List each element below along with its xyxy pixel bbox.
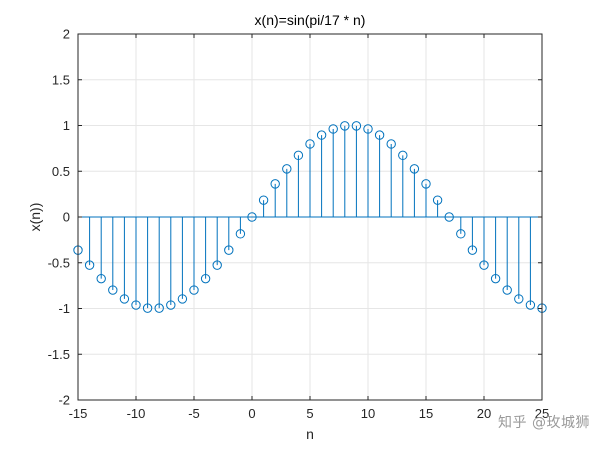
stem-marker bbox=[514, 294, 524, 304]
stem-marker bbox=[282, 164, 292, 174]
stem-marker bbox=[432, 195, 443, 205]
y-tick-label: -1 bbox=[58, 301, 70, 316]
stem-marker bbox=[258, 195, 269, 205]
stem-marker bbox=[154, 303, 164, 313]
stem-marker bbox=[131, 300, 141, 310]
stem-marker bbox=[374, 130, 385, 140]
stem-marker bbox=[456, 229, 466, 239]
stem-marker bbox=[270, 179, 280, 189]
y-tick-label: 0.5 bbox=[52, 164, 70, 179]
stem-marker bbox=[502, 285, 512, 295]
x-axis-ticks: -15 -10 -5 0 5 10 15 20 25 bbox=[69, 34, 549, 421]
stem-marker bbox=[189, 285, 199, 295]
stem-marker bbox=[351, 121, 362, 131]
stem-marker bbox=[340, 121, 350, 131]
stem-marker bbox=[316, 130, 327, 140]
y-tick-label: 2 bbox=[63, 27, 70, 42]
stem-marker bbox=[409, 164, 420, 174]
x-tick-label: -15 bbox=[69, 406, 88, 421]
stem-marker bbox=[177, 294, 188, 304]
stem-marker bbox=[108, 285, 118, 295]
y-tick-label: 1.5 bbox=[52, 72, 70, 87]
stem-marker bbox=[305, 139, 315, 149]
stem-marker bbox=[212, 260, 222, 270]
x-tick-label: 25 bbox=[535, 406, 549, 421]
stem-marker bbox=[96, 273, 106, 284]
y-tick-label: -1.5 bbox=[48, 347, 70, 362]
x-tick-label: 15 bbox=[419, 406, 433, 421]
y-axis-label: x(n)) bbox=[27, 203, 43, 232]
stem-marker bbox=[421, 179, 431, 189]
stem-marker bbox=[84, 260, 95, 270]
stem-marker bbox=[444, 212, 454, 222]
watermark-text: 知乎 @玫城狮 bbox=[498, 415, 590, 431]
stem-marker bbox=[166, 300, 176, 310]
x-tick-label: 0 bbox=[248, 406, 255, 421]
stem-marker bbox=[363, 124, 373, 134]
stem-marker bbox=[224, 245, 234, 255]
stem-marker bbox=[247, 212, 257, 222]
stem-marker bbox=[328, 124, 338, 134]
y-tick-label: 0 bbox=[63, 210, 70, 225]
stem-marker bbox=[119, 294, 130, 304]
x-tick-label: -5 bbox=[188, 406, 200, 421]
stem-markers bbox=[73, 121, 547, 313]
y-tick-label: -2 bbox=[58, 393, 70, 408]
x-axis-label: n bbox=[306, 426, 314, 442]
stem-marker bbox=[398, 150, 408, 161]
y-axis-ticks: -2 -1.5 -1 -0.5 0 0.5 1 1.5 2 bbox=[48, 27, 542, 408]
chart-title: x(n)=sin(pi/17 * n) bbox=[255, 12, 366, 28]
stem-marker bbox=[386, 139, 396, 149]
y-tick-label: -0.5 bbox=[48, 255, 70, 270]
stem-marker bbox=[293, 150, 304, 161]
stem-lines bbox=[77, 125, 543, 309]
x-tick-label: 10 bbox=[361, 406, 375, 421]
stem-marker bbox=[490, 273, 501, 284]
stem-marker bbox=[467, 245, 478, 255]
x-tick-label: 20 bbox=[477, 406, 491, 421]
stem-marker bbox=[479, 260, 489, 270]
stem-marker bbox=[142, 303, 153, 313]
stem-marker bbox=[525, 300, 536, 310]
stem-marker bbox=[200, 273, 211, 284]
stem-marker bbox=[235, 229, 246, 239]
x-tick-label: -10 bbox=[127, 406, 146, 421]
y-tick-label: 1 bbox=[63, 118, 70, 133]
x-tick-label: 5 bbox=[306, 406, 313, 421]
